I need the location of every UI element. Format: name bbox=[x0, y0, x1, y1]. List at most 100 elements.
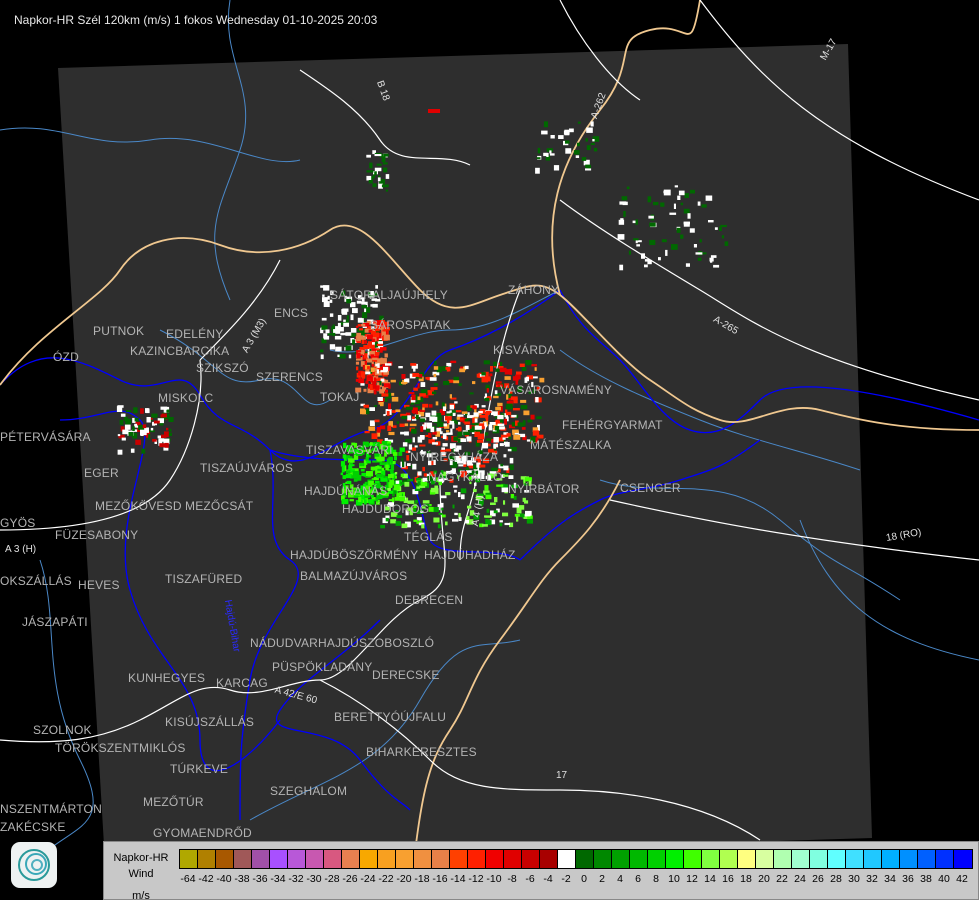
radar-echo bbox=[463, 431, 470, 436]
radar-echo bbox=[466, 470, 473, 473]
legend-swatch bbox=[486, 850, 504, 868]
radar-echo bbox=[393, 484, 400, 491]
radar-echo bbox=[388, 383, 391, 389]
radar-echo bbox=[426, 453, 432, 458]
radar-echo bbox=[402, 461, 405, 468]
radar-echo bbox=[390, 461, 393, 464]
radar-echo bbox=[390, 469, 394, 474]
radar-echo bbox=[367, 387, 374, 394]
radar-echo bbox=[349, 464, 355, 467]
radar-echo bbox=[343, 322, 349, 327]
radar-echo bbox=[419, 444, 426, 447]
radar-echo bbox=[497, 423, 505, 427]
radar-echo bbox=[329, 344, 336, 350]
radar-echo bbox=[369, 407, 375, 411]
radar-echo bbox=[486, 410, 492, 413]
radar-echo bbox=[671, 244, 678, 250]
radar-echo bbox=[414, 401, 420, 405]
radar-echo bbox=[710, 255, 717, 258]
place-label: MEZŐTÚR bbox=[143, 795, 204, 809]
radar-echo bbox=[503, 474, 509, 477]
radar-echo bbox=[145, 427, 149, 433]
radar-echo bbox=[404, 423, 409, 427]
radar-echo bbox=[392, 425, 397, 428]
radar-echo bbox=[374, 377, 377, 383]
radar-echo bbox=[477, 450, 483, 454]
radar-echo bbox=[395, 409, 401, 413]
radar-echo bbox=[344, 485, 349, 490]
legend-color-bar bbox=[179, 849, 973, 869]
legend-swatch bbox=[288, 850, 306, 868]
radar-echo bbox=[366, 320, 371, 325]
radar-echo bbox=[410, 401, 414, 405]
radar-echo bbox=[416, 521, 423, 524]
radar-echo bbox=[454, 512, 458, 516]
radar-echo bbox=[356, 452, 363, 456]
radar-echo bbox=[396, 421, 400, 424]
legend-tick: -12 bbox=[468, 873, 484, 885]
radar-echo bbox=[620, 218, 624, 222]
radar-echo bbox=[450, 397, 457, 400]
radar-echo bbox=[504, 441, 508, 446]
radar-echo bbox=[446, 412, 453, 417]
radar-echo bbox=[404, 481, 410, 487]
radar-echo bbox=[370, 494, 374, 498]
radar-echo bbox=[352, 339, 355, 345]
radar-echo bbox=[378, 494, 382, 497]
radar-echo bbox=[506, 400, 514, 406]
radar-echo bbox=[380, 347, 387, 351]
radar-echo bbox=[388, 502, 394, 507]
radar-echo bbox=[422, 424, 427, 430]
county-borders bbox=[0, 289, 979, 821]
radar-echo bbox=[396, 515, 403, 518]
radar-echo bbox=[449, 443, 456, 449]
place-label: EGER bbox=[84, 466, 119, 480]
place-label: TOKAJ bbox=[320, 390, 360, 404]
radar-echo bbox=[490, 502, 496, 505]
radar-echo bbox=[455, 410, 462, 413]
radar-echo bbox=[481, 376, 489, 383]
radar-echo bbox=[342, 475, 346, 480]
radar-echo bbox=[371, 363, 374, 367]
radar-echo bbox=[473, 412, 479, 417]
radar-echo bbox=[464, 418, 469, 423]
radar-echo bbox=[449, 459, 453, 466]
radar-echo bbox=[424, 504, 430, 507]
radar-echo bbox=[618, 219, 625, 225]
radar-echo bbox=[464, 365, 469, 370]
radar-echo bbox=[496, 478, 503, 481]
radar-echo bbox=[350, 314, 354, 321]
radar-echo bbox=[388, 499, 394, 502]
radar-echo bbox=[644, 264, 648, 268]
radar-echo bbox=[513, 496, 517, 500]
radar-echo bbox=[387, 441, 392, 445]
radar-echo bbox=[457, 421, 461, 425]
radar-echo bbox=[435, 401, 439, 406]
radar-echo bbox=[480, 501, 483, 507]
radar-echo bbox=[415, 394, 418, 401]
place-label: BIHARKERESZTES bbox=[366, 745, 477, 759]
radar-echo bbox=[440, 470, 444, 474]
radar-echo bbox=[477, 473, 485, 480]
radar-echo bbox=[411, 508, 417, 514]
radar-echo bbox=[164, 442, 169, 448]
radar-echo bbox=[396, 492, 402, 499]
radar-echo bbox=[369, 344, 375, 349]
radar-echo bbox=[356, 350, 362, 353]
radar-echo bbox=[495, 393, 502, 396]
radar-echo bbox=[320, 349, 324, 353]
radar-echo bbox=[693, 244, 697, 248]
radar-echo bbox=[377, 468, 384, 471]
radar-echo bbox=[463, 366, 467, 371]
radar-echo bbox=[517, 386, 522, 392]
radar-echo bbox=[496, 484, 504, 487]
radar-echo bbox=[412, 416, 415, 420]
radar-echo bbox=[149, 430, 155, 433]
radar-echo bbox=[363, 499, 367, 505]
radar-echo bbox=[400, 431, 406, 435]
radar-echo bbox=[494, 439, 497, 442]
legend-tick: -38 bbox=[234, 873, 250, 885]
radar-echo bbox=[508, 434, 512, 440]
radar-echo bbox=[683, 221, 690, 227]
